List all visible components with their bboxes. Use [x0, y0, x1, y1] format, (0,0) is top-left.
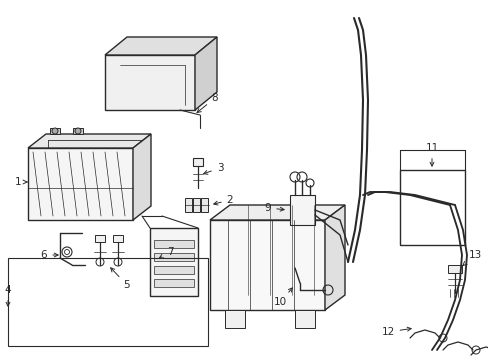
Bar — [289, 195, 314, 225]
Text: 12: 12 — [381, 327, 410, 337]
Polygon shape — [133, 134, 151, 220]
Bar — [28, 148, 133, 220]
Bar — [8, 258, 207, 346]
Text: 4: 4 — [5, 285, 11, 306]
Text: 11: 11 — [425, 143, 438, 166]
Text: 6: 6 — [41, 250, 58, 260]
Bar — [224, 310, 244, 328]
Text: 13: 13 — [462, 250, 481, 265]
Bar — [294, 310, 314, 328]
Text: 1: 1 — [15, 177, 27, 187]
Bar — [209, 220, 325, 310]
Text: 8: 8 — [197, 93, 218, 113]
Bar — [95, 235, 105, 242]
Circle shape — [75, 128, 81, 134]
Bar — [150, 228, 198, 296]
Polygon shape — [105, 37, 217, 55]
Bar — [154, 240, 194, 248]
Text: 10: 10 — [273, 288, 292, 307]
Polygon shape — [209, 205, 345, 220]
Bar — [193, 198, 200, 212]
Bar — [154, 253, 194, 261]
Polygon shape — [105, 55, 195, 110]
Text: 3: 3 — [203, 163, 223, 174]
Bar — [447, 265, 461, 273]
Text: 7: 7 — [159, 247, 173, 258]
Bar — [50, 128, 60, 134]
Text: 2: 2 — [213, 195, 233, 205]
Bar — [184, 198, 192, 212]
Polygon shape — [28, 134, 151, 148]
Bar — [113, 235, 123, 242]
Bar — [201, 198, 207, 212]
Bar — [399, 170, 464, 245]
Bar — [154, 279, 194, 287]
Text: 5: 5 — [110, 268, 130, 290]
Circle shape — [52, 128, 58, 134]
Text: 9: 9 — [264, 203, 284, 213]
Polygon shape — [195, 37, 217, 110]
Polygon shape — [325, 205, 345, 310]
Bar — [193, 158, 203, 166]
Bar — [154, 266, 194, 274]
Bar — [73, 128, 83, 134]
